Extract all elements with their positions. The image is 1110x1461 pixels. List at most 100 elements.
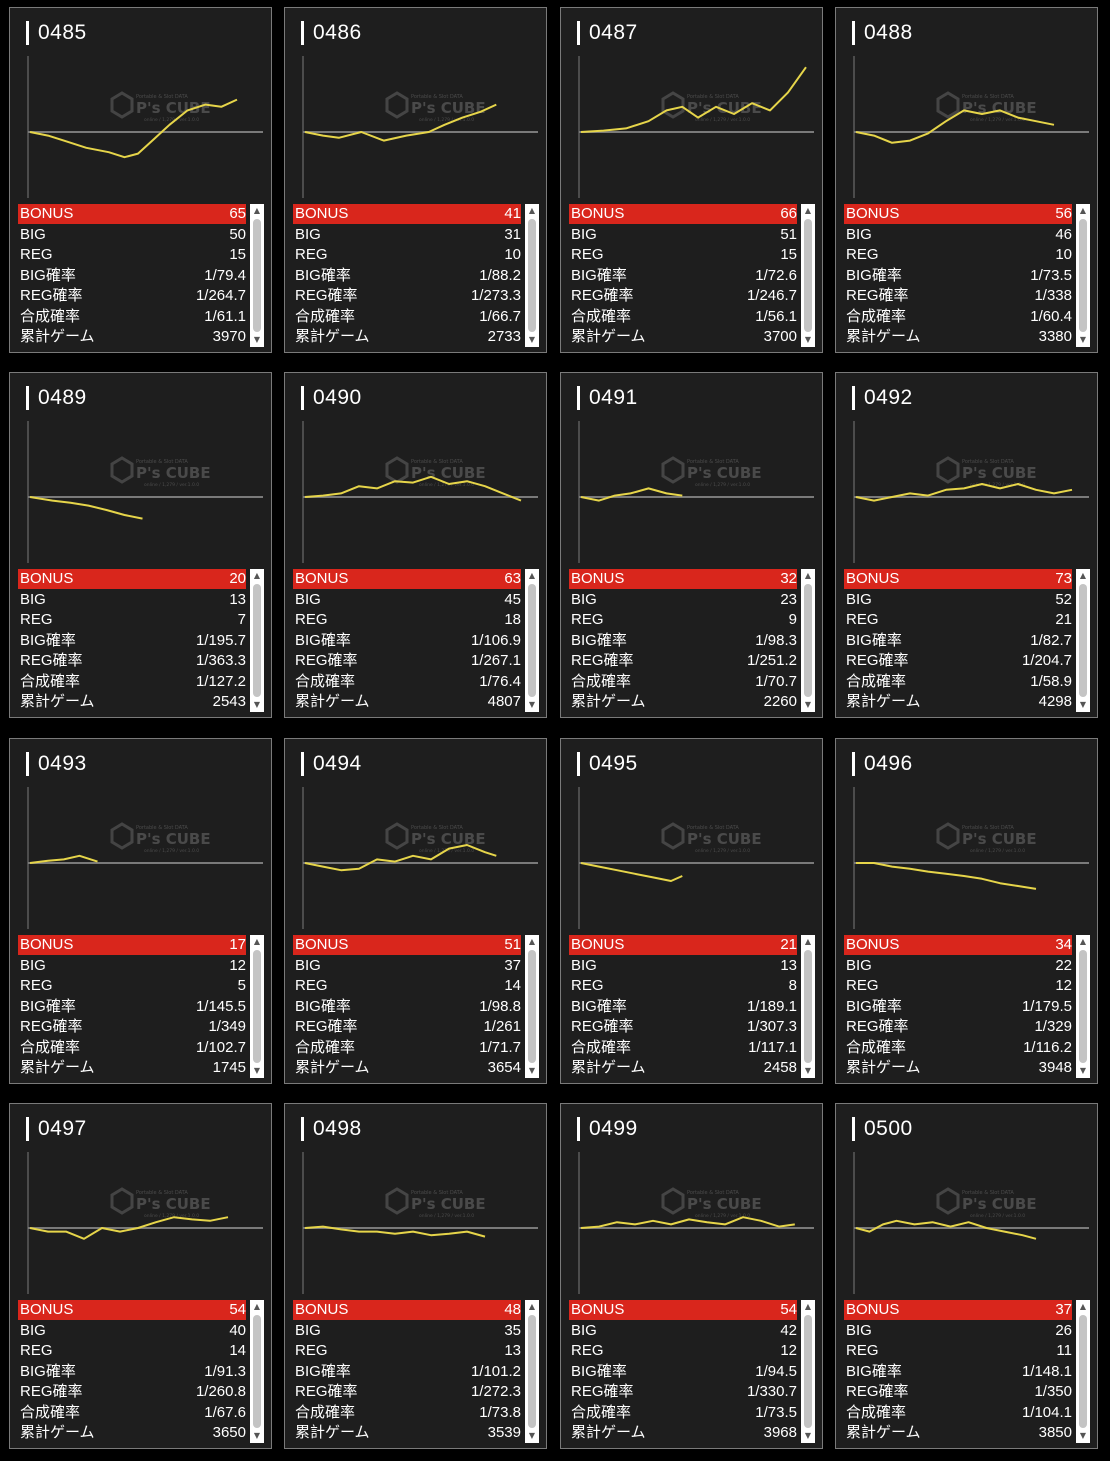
scroll-down-arrow-icon[interactable]: ▼ — [253, 335, 261, 344]
machine-card-0490[interactable]: 0490 Portable & Slot DATA P's CUBE onlin… — [284, 372, 547, 718]
scroll-thumb[interactable] — [528, 950, 536, 1063]
machine-card-0489[interactable]: 0489 Portable & Slot DATA P's CUBE onlin… — [9, 372, 272, 718]
stats-scrollbar[interactable]: ▲ ▼ — [525, 204, 539, 347]
machine-header: 0495 — [577, 751, 638, 777]
machine-card-0494[interactable]: 0494 Portable & Slot DATA P's CUBE onlin… — [284, 738, 547, 1084]
scroll-thumb[interactable] — [804, 950, 812, 1063]
scroll-up-arrow-icon[interactable]: ▲ — [804, 206, 812, 215]
scroll-up-arrow-icon[interactable]: ▲ — [1079, 1302, 1087, 1311]
stats-panel: BONUS 56 BIG 46 REG 10 BIG確率 1/73.5 REG確率 1/3… — [844, 204, 1093, 347]
scroll-thumb[interactable] — [1079, 584, 1087, 697]
machine-card-0491[interactable]: 0491 Portable & Slot DATA P's CUBE onlin… — [560, 372, 823, 718]
stats-scrollbar[interactable]: ▲ ▼ — [525, 935, 539, 1078]
header-accent-bar — [301, 386, 304, 410]
machine-card-0486[interactable]: 0486 Portable & Slot DATA P's CUBE onlin… — [284, 7, 547, 353]
scroll-down-arrow-icon[interactable]: ▼ — [528, 1431, 536, 1440]
scroll-thumb[interactable] — [253, 584, 261, 697]
stats-scrollbar[interactable]: ▲ ▼ — [1076, 569, 1090, 712]
scroll-up-arrow-icon[interactable]: ▲ — [804, 1302, 812, 1311]
scroll-thumb[interactable] — [804, 1315, 812, 1428]
machine-number: 0485 — [38, 21, 87, 44]
stats-scrollbar[interactable]: ▲ ▼ — [525, 569, 539, 712]
machine-card-0492[interactable]: 0492 Portable & Slot DATA P's CUBE onlin… — [835, 372, 1098, 718]
scroll-thumb[interactable] — [253, 219, 261, 332]
scroll-up-arrow-icon[interactable]: ▲ — [528, 1302, 536, 1311]
machine-card-0493[interactable]: 0493 Portable & Slot DATA P's CUBE onlin… — [9, 738, 272, 1084]
ps-cube-watermark-logo: Portable & Slot DATA P's CUBE online / 1… — [110, 456, 211, 488]
machine-card-0495[interactable]: 0495 Portable & Slot DATA P's CUBE onlin… — [560, 738, 823, 1084]
machine-card-0485[interactable]: 0485 Portable & Slot DATA P's CUBE onlin… — [9, 7, 272, 353]
scroll-down-arrow-icon[interactable]: ▼ — [253, 700, 261, 709]
scroll-thumb[interactable] — [253, 950, 261, 1063]
scroll-thumb[interactable] — [528, 219, 536, 332]
stats-scrollbar[interactable]: ▲ ▼ — [1076, 935, 1090, 1078]
scroll-up-arrow-icon[interactable]: ▲ — [528, 571, 536, 580]
scroll-up-arrow-icon[interactable]: ▲ — [253, 206, 261, 215]
stat-row-games: 累計ゲーム 1745 — [18, 1058, 246, 1078]
stats-panel: BONUS 32 BIG 23 REG 9 BIG確率 1/98.3 REG確率 1/25… — [569, 569, 818, 712]
machine-card-0500[interactable]: 0500 Portable & Slot DATA P's CUBE onlin… — [835, 1103, 1098, 1449]
scroll-up-arrow-icon[interactable]: ▲ — [528, 206, 536, 215]
scroll-thumb[interactable] — [528, 1315, 536, 1428]
machine-card-0499[interactable]: 0499 Portable & Slot DATA P's CUBE onlin… — [560, 1103, 823, 1449]
scroll-thumb[interactable] — [528, 584, 536, 697]
scroll-up-arrow-icon[interactable]: ▲ — [253, 1302, 261, 1311]
machine-card-0497[interactable]: 0497 Portable & Slot DATA P's CUBE onlin… — [9, 1103, 272, 1449]
stats-scrollbar[interactable]: ▲ ▼ — [801, 1300, 815, 1443]
stats-panel: BONUS 63 BIG 45 REG 18 BIG確率 1/106.9 REG確率 1/… — [293, 569, 542, 712]
scroll-down-arrow-icon[interactable]: ▼ — [1079, 700, 1087, 709]
stats-scrollbar[interactable]: ▲ ▼ — [801, 935, 815, 1078]
scroll-down-arrow-icon[interactable]: ▼ — [804, 1066, 812, 1075]
scroll-thumb[interactable] — [804, 584, 812, 697]
scroll-thumb[interactable] — [804, 219, 812, 332]
scroll-down-arrow-icon[interactable]: ▼ — [528, 700, 536, 709]
graph-line — [580, 862, 683, 882]
scroll-down-arrow-icon[interactable]: ▼ — [528, 1066, 536, 1075]
machine-card-0498[interactable]: 0498 Portable & Slot DATA P's CUBE onlin… — [284, 1103, 547, 1449]
machine-header: 0499 — [577, 1116, 638, 1142]
scroll-up-arrow-icon[interactable]: ▲ — [1079, 206, 1087, 215]
machine-card-0488[interactable]: 0488 Portable & Slot DATA P's CUBE onlin… — [835, 7, 1098, 353]
reg-rate-value: 1/264.7 — [195, 287, 246, 304]
stats-scrollbar[interactable]: ▲ ▼ — [250, 569, 264, 712]
scroll-up-arrow-icon[interactable]: ▲ — [804, 571, 812, 580]
scroll-up-arrow-icon[interactable]: ▲ — [528, 937, 536, 946]
stats-scrollbar[interactable]: ▲ ▼ — [250, 204, 264, 347]
scroll-thumb[interactable] — [1079, 219, 1087, 332]
watermark-line3: online / 1,279 / ver.1.0.0 — [144, 848, 199, 854]
watermark-line3: online / 1,279 / ver.1.0.0 — [970, 1213, 1025, 1219]
stats-scrollbar[interactable]: ▲ ▼ — [801, 204, 815, 347]
stats-scrollbar[interactable]: ▲ ▼ — [1076, 1300, 1090, 1443]
stats-scrollbar[interactable]: ▲ ▼ — [250, 1300, 264, 1443]
stats-scrollbar[interactable]: ▲ ▼ — [250, 935, 264, 1078]
scroll-thumb[interactable] — [253, 1315, 261, 1428]
scroll-down-arrow-icon[interactable]: ▼ — [253, 1066, 261, 1075]
machine-card-0487[interactable]: 0487 Portable & Slot DATA P's CUBE onlin… — [560, 7, 823, 353]
machine-card-0496[interactable]: 0496 Portable & Slot DATA P's CUBE onlin… — [835, 738, 1098, 1084]
scroll-down-arrow-icon[interactable]: ▼ — [1079, 335, 1087, 344]
bonus-value: 66 — [780, 205, 797, 222]
scroll-down-arrow-icon[interactable]: ▼ — [804, 1431, 812, 1440]
scroll-up-arrow-icon[interactable]: ▲ — [253, 571, 261, 580]
total-rate-value: 1/71.7 — [479, 1038, 521, 1056]
scroll-down-arrow-icon[interactable]: ▼ — [528, 335, 536, 344]
scroll-up-arrow-icon[interactable]: ▲ — [1079, 937, 1087, 946]
big-rate-label: BIG確率 — [571, 997, 627, 1015]
scroll-down-arrow-icon[interactable]: ▼ — [804, 700, 812, 709]
bonus-label: BONUS — [295, 570, 349, 587]
reg-value: 21 — [1055, 611, 1072, 628]
stats-scrollbar[interactable]: ▲ ▼ — [525, 1300, 539, 1443]
scroll-up-arrow-icon[interactable]: ▲ — [253, 937, 261, 946]
scroll-down-arrow-icon[interactable]: ▼ — [1079, 1431, 1087, 1440]
scroll-thumb[interactable] — [1079, 950, 1087, 1063]
scroll-thumb[interactable] — [1079, 1315, 1087, 1428]
scroll-up-arrow-icon[interactable]: ▲ — [1079, 571, 1087, 580]
scroll-down-arrow-icon[interactable]: ▼ — [1079, 1066, 1087, 1075]
stats-scrollbar[interactable]: ▲ ▼ — [801, 569, 815, 712]
stat-row-reg: REG 9 — [569, 610, 797, 630]
scroll-up-arrow-icon[interactable]: ▲ — [804, 937, 812, 946]
scroll-down-arrow-icon[interactable]: ▼ — [804, 335, 812, 344]
stats-scrollbar[interactable]: ▲ ▼ — [1076, 204, 1090, 347]
ps-cube-watermark-logo: Portable & Slot DATA P's CUBE online / 1… — [110, 91, 211, 123]
scroll-down-arrow-icon[interactable]: ▼ — [253, 1431, 261, 1440]
